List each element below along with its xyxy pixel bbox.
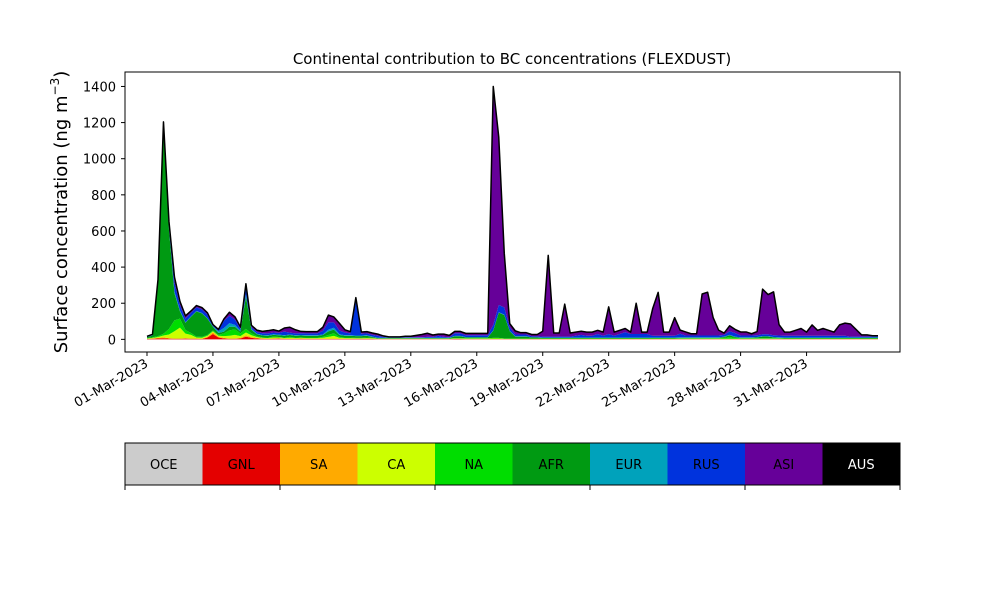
legend-label-rus: RUS [693,458,720,473]
legend-swatch-eur [590,443,668,485]
y-axis-label: Surface concentration (ng m−3) [48,71,72,354]
legend-swatch-gnl [202,443,280,485]
legend-label-eur: EUR [615,458,642,473]
x-tick-label: 31-Mar-2023 [731,356,810,410]
x-tick-label: 07-Mar-2023 [204,356,283,410]
legend-label-sa: SA [310,458,327,473]
area-gnl [146,333,879,340]
legend-label-na: NA [464,458,483,473]
legend-swatch-asi [745,443,823,485]
y-axis-label-main: Surface concentration (ng m [51,95,72,353]
y-tick-label: 600 [91,225,116,240]
legend-label-ca: CA [387,458,405,473]
y-tick-label: 0 [108,333,116,348]
x-tick-label: 25-Mar-2023 [600,356,679,410]
legend-swatch-afr [512,443,590,485]
legend-swatch-aus [822,443,900,485]
x-tick-label: 13-Mar-2023 [336,356,415,410]
legend-label-gnl: GNL [228,458,256,473]
y-tick-label: 1200 [83,117,116,132]
total-line [146,85,879,338]
y-axis-label-superscript: −3 [48,78,62,96]
legend-swatch-ca [357,443,435,485]
y-tick-label: 1000 [83,153,116,168]
legend-swatch-rus [667,443,745,485]
y-tick-label: 200 [91,297,116,312]
y-axis: 0 200 400 600 800 1000 1200 1400 [83,80,125,348]
legend-swatch-oce [125,443,203,485]
legend-label-aus: AUS [848,458,875,473]
legend-label-afr: AFR [539,458,564,473]
x-tick-label: 19-Mar-2023 [468,356,547,410]
area-asi [146,86,879,338]
x-tick-label: 28-Mar-2023 [665,356,744,410]
total-outline-group [146,85,879,338]
legend-border [124,442,901,486]
legend-colorbar: OCE GNL SA CA NA AFR EUR RUS ASI AUS [124,442,901,490]
legend-swatch-na [435,443,513,485]
y-tick-label: 800 [91,189,116,204]
plot-frame [124,71,901,353]
x-tick-label: 16-Mar-2023 [402,356,481,410]
x-tick-label: 10-Mar-2023 [270,356,349,410]
y-axis-label-close: ) [51,71,72,78]
legend-swatch-sa [280,443,358,485]
x-tick-label: 04-Mar-2023 [138,356,217,410]
y-tick-label: 400 [91,261,116,276]
x-tick-label: 22-Mar-2023 [534,356,613,410]
chart-title: Continental contribution to BC concentra… [293,50,731,68]
legend-label-oce: OCE [150,458,178,473]
x-axis: 01-Mar-202304-Mar-202307-Mar-202310-Mar-… [72,352,811,411]
stacked-area-group [146,86,879,340]
x-tick-label: 01-Mar-2023 [72,356,151,410]
y-tick-label: 1400 [83,80,116,95]
legend-label-asi: ASI [773,458,794,473]
